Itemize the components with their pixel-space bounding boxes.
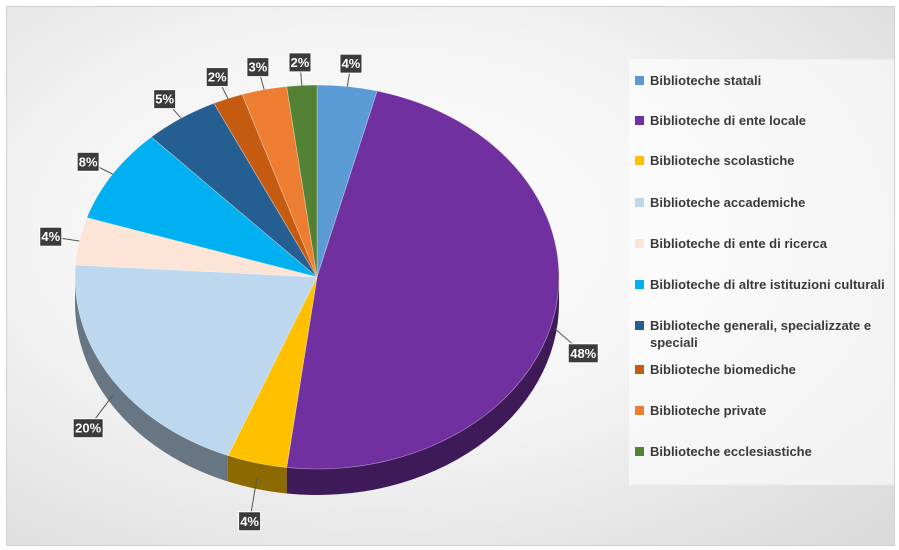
legend-swatch <box>635 156 644 165</box>
chart-area: 4% 48% 4% 20% 4% 8% 5% 2% 3% 2% Biblioteche stata… <box>6 6 895 546</box>
legend-label: Biblioteche di ente locale <box>650 112 806 129</box>
legend-item: Biblioteche scolastiche <box>629 152 894 169</box>
data-label: 4% <box>240 514 259 529</box>
legend-item: Biblioteche private <box>629 402 894 419</box>
data-label: 4% <box>41 229 60 244</box>
legend-label: Biblioteche biomediche <box>650 361 796 378</box>
legend-label: Biblioteche di altre istituzioni cultura… <box>650 276 885 293</box>
data-label: 8% <box>79 154 98 169</box>
data-label: 48% <box>570 346 596 361</box>
legend-label: Biblioteche private <box>650 402 766 419</box>
data-label: 2% <box>291 55 310 70</box>
legend-label: Biblioteche scolastiche <box>650 152 795 169</box>
legend-label: Biblioteche statali <box>650 72 761 89</box>
legend-swatch <box>635 280 644 289</box>
legend-swatch <box>635 321 644 330</box>
legend-item: Biblioteche statali <box>629 72 894 89</box>
legend-label: Biblioteche accademiche <box>650 194 805 211</box>
legend-item: Biblioteche di altre istituzioni cultura… <box>629 276 894 293</box>
legend-swatch <box>635 76 644 85</box>
legend-label: Biblioteche generali, specializzate e sp… <box>650 317 894 351</box>
legend-label: Biblioteche di ente di ricerca <box>650 235 827 252</box>
legend-label: Biblioteche ecclesiastiche <box>650 443 812 460</box>
legend-swatch <box>635 365 644 374</box>
legend-swatch <box>635 239 644 248</box>
legend-swatch <box>635 198 644 207</box>
chart-legend: Biblioteche statali Biblioteche di ente l… <box>629 59 894 485</box>
legend-item: Biblioteche di ente di ricerca <box>629 235 894 252</box>
legend-item: Biblioteche accademiche <box>629 194 894 211</box>
legend-item: Biblioteche di ente locale <box>629 112 894 129</box>
data-label: 4% <box>342 56 361 71</box>
data-label: 5% <box>155 92 174 107</box>
data-label: 2% <box>208 70 227 85</box>
legend-item: Biblioteche biomediche <box>629 361 894 378</box>
legend-item: Biblioteche ecclesiastiche <box>629 443 894 460</box>
legend-swatch <box>635 447 644 456</box>
legend-swatch <box>635 116 644 125</box>
data-label: 20% <box>75 421 101 436</box>
legend-item: Biblioteche generali, specializzate e sp… <box>629 317 894 351</box>
legend-swatch <box>635 406 644 415</box>
data-label: 3% <box>248 60 267 75</box>
